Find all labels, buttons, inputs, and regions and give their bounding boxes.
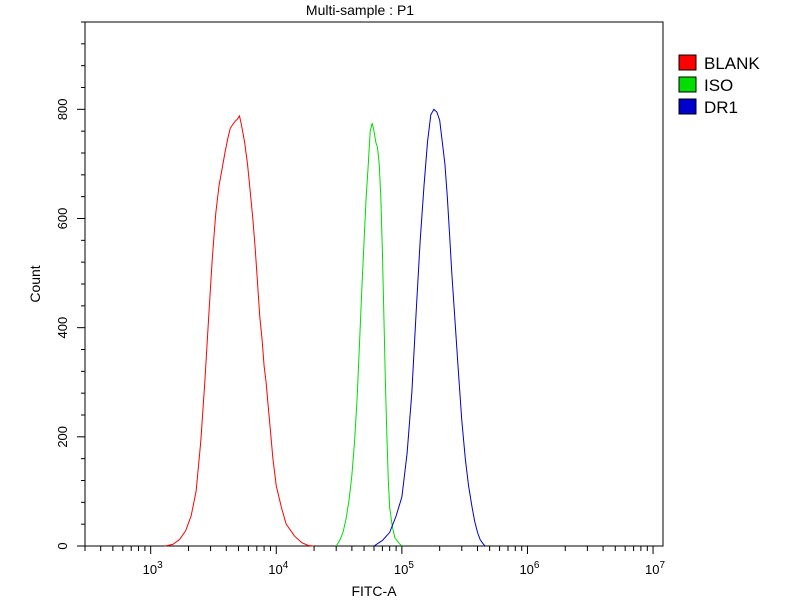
plot-area xyxy=(84,21,664,547)
y-axis: 0 200 400 600 800 xyxy=(55,21,85,550)
chart-title: Multi-sample : P1 xyxy=(306,2,414,18)
y-axis-label: Count xyxy=(27,265,43,302)
x-tick-label: 104 xyxy=(268,560,288,577)
legend-label: BLANK xyxy=(704,54,760,73)
y-tick-label: 0 xyxy=(55,542,70,549)
x-tick-label: 105 xyxy=(394,560,414,577)
legend-swatch xyxy=(678,76,697,93)
y-tick-label: 400 xyxy=(55,317,70,339)
legend: BLANK ISO DR1 xyxy=(678,54,760,117)
x-axis: 103 104 105 106 107 xyxy=(84,546,666,577)
legend-item-blank: BLANK xyxy=(678,54,760,73)
legend-label: ISO xyxy=(704,76,733,95)
x-tick-label: 107 xyxy=(645,560,665,577)
legend-item-iso: ISO xyxy=(678,76,733,95)
series-layer xyxy=(164,108,486,547)
series-line-iso xyxy=(335,122,403,547)
legend-label: DR1 xyxy=(704,98,738,117)
x-tick-label: 103 xyxy=(143,560,163,577)
legend-swatch xyxy=(678,98,697,115)
series-line-dr1 xyxy=(373,108,486,547)
series-line-blank xyxy=(164,114,315,547)
x-axis-label: FITC-A xyxy=(351,583,397,599)
legend-item-dr1: DR1 xyxy=(678,98,738,117)
legend-swatch xyxy=(678,54,697,71)
y-tick-label: 200 xyxy=(55,426,70,448)
y-tick-label: 800 xyxy=(55,98,70,120)
y-tick-label: 600 xyxy=(55,208,70,230)
x-tick-label: 106 xyxy=(519,560,539,577)
